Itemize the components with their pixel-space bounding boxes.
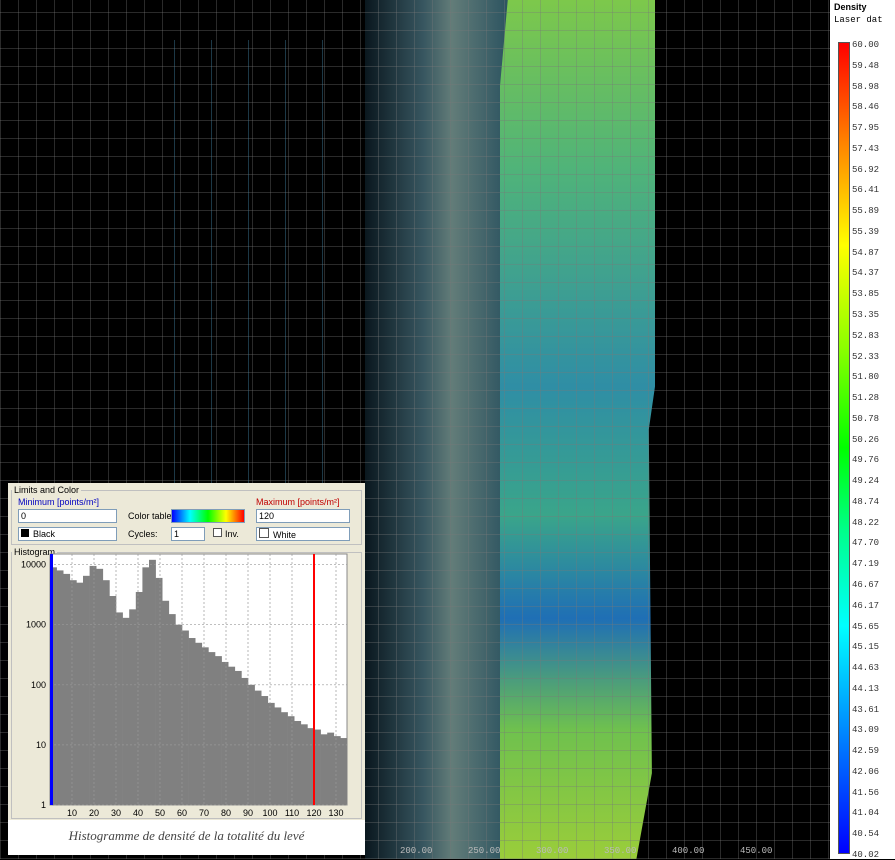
color-table[interactable] <box>171 509 245 523</box>
legend-label: 50.26 <box>852 435 879 445</box>
legend-subtitle: Laser dat <box>834 15 883 25</box>
max-color-name: White <box>273 530 296 540</box>
max-input[interactable]: 120 <box>256 509 350 523</box>
legend-label: 49.24 <box>852 476 879 486</box>
legend-label: 42.59 <box>852 746 879 756</box>
legend-label: 56.41 <box>852 185 879 195</box>
legend-label: 55.89 <box>852 206 879 216</box>
x-label: 200.00 <box>400 846 432 856</box>
legend-label: 60.00 <box>852 40 879 50</box>
min-label: Minimum [points/m²] <box>18 497 99 507</box>
x-label: 350.00 <box>604 846 636 856</box>
legend-label: 41.56 <box>852 788 879 798</box>
legend-label: 57.43 <box>852 144 879 154</box>
legend-label: 41.04 <box>852 808 879 818</box>
legend-label: 52.83 <box>852 331 879 341</box>
legend-label: 51.80 <box>852 372 879 382</box>
legend-label: 54.87 <box>852 248 879 258</box>
cycles-input[interactable]: 1 <box>171 527 205 541</box>
legend-label: 46.17 <box>852 601 879 611</box>
legend-label: 44.63 <box>852 663 879 673</box>
legend-label: 42.06 <box>852 767 879 777</box>
cycles-label: Cycles: <box>128 529 158 539</box>
legend-label: 53.85 <box>852 289 879 299</box>
legend-label: 45.65 <box>852 622 879 632</box>
legend: Density Laser dat 60.00 59.48 58.98 58.46 57… <box>830 0 895 859</box>
screen: 200.00 250.00 300.00 350.00 400.00 450.00 Den… <box>0 0 895 859</box>
histogram-group: Histogram <box>11 547 362 819</box>
group-title: Limits and Color <box>12 485 81 495</box>
legend-label: 51.28 <box>852 393 879 403</box>
legend-label: 48.74 <box>852 497 879 507</box>
legend-label: 46.67 <box>852 580 879 590</box>
min-color-name: Black <box>33 529 55 539</box>
legend-title: Density <box>834 2 867 12</box>
legend-label: 47.70 <box>852 538 879 548</box>
color-table-label: Color table: <box>128 511 174 521</box>
caption: Histogramme de densité de la totalité du… <box>8 828 365 844</box>
group-title: Histogram <box>12 547 57 557</box>
legend-label: 58.98 <box>852 82 879 92</box>
legend-label: 59.48 <box>852 61 879 71</box>
legend-label: 50.78 <box>852 414 879 424</box>
legend-label: 53.35 <box>852 310 879 320</box>
min-input[interactable]: 0 <box>18 509 117 523</box>
legend-label: 58.46 <box>852 102 879 112</box>
legend-label: 54.37 <box>852 268 879 278</box>
x-label: 250.00 <box>468 846 500 856</box>
legend-label: 44.13 <box>852 684 879 694</box>
legend-label: 56.92 <box>852 165 879 175</box>
legend-label: 40.54 <box>852 829 879 839</box>
x-label: 300.00 <box>536 846 568 856</box>
caption-box: Histogramme de densité de la totalité du… <box>8 820 365 855</box>
legend-label: 55.39 <box>852 227 879 237</box>
legend-label: 49.76 <box>852 455 879 465</box>
max-color[interactable]: White <box>256 527 350 541</box>
legend-label: 43.09 <box>852 725 879 735</box>
x-label: 400.00 <box>672 846 704 856</box>
legend-label: 43.61 <box>852 705 879 715</box>
legend-label: 57.95 <box>852 123 879 133</box>
legend-label: 45.15 <box>852 642 879 652</box>
legend-label: 48.22 <box>852 518 879 528</box>
limits-panel: Limits and Color Minimum [points/m²] 0 B… <box>8 483 365 855</box>
inverse-label: Inv. <box>225 529 239 539</box>
color-bar <box>838 42 850 854</box>
min-color[interactable]: Black <box>18 527 117 541</box>
legend-label: 47.19 <box>852 559 879 569</box>
inverse-checkbox[interactable]: Inv. <box>213 528 239 539</box>
x-label: 450.00 <box>740 846 772 856</box>
max-label: Maximum [points/m²] <box>256 497 340 507</box>
legend-label: 52.33 <box>852 352 879 362</box>
